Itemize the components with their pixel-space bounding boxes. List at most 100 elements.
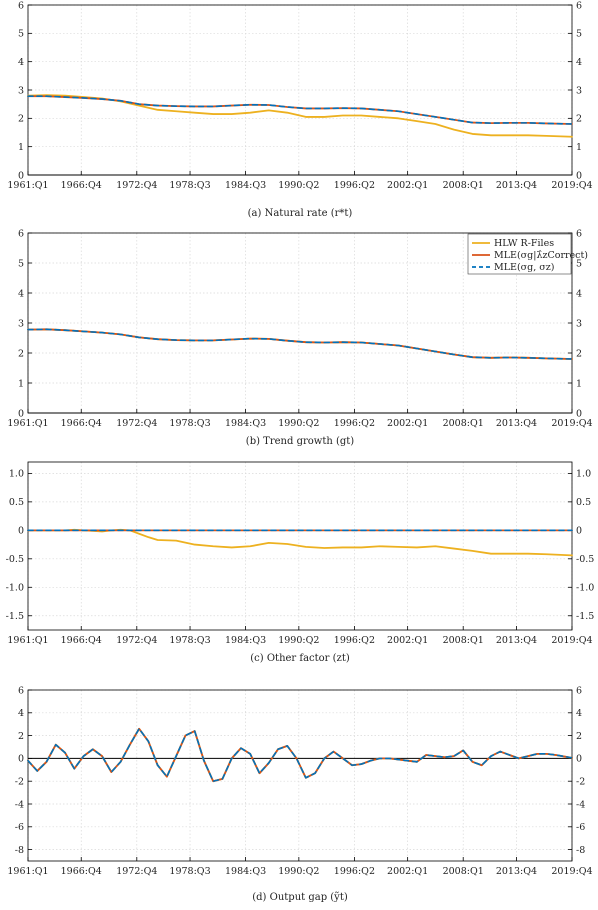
y-tick-label: 1.0 [9, 469, 24, 480]
y-tick-label: 0 [18, 408, 24, 419]
series-line-hlw [27, 727, 573, 783]
x-tick-label: 1978:Q3 [169, 866, 210, 877]
panel-caption: (b) Trend growth (gt) [246, 436, 354, 447]
series-line-mle_sigma [27, 95, 573, 125]
y-tick-label-right: 0 [576, 170, 582, 181]
x-tick-label: 2019:Q4 [551, 635, 592, 646]
y-tick-label-right: -2 [576, 777, 585, 788]
y-tick-label: -6 [15, 822, 24, 833]
x-tick-label: 1984:Q3 [225, 180, 266, 191]
x-tick-label: 2019:Q4 [551, 180, 592, 191]
x-tick-label: 1990:Q2 [278, 635, 319, 646]
axes-frame [27, 461, 573, 631]
y-tick-label-right: -6 [576, 822, 585, 833]
x-tick-label: 1961:Q1 [7, 866, 48, 877]
chart-panel-2: 0 0 1 1 2 2 3 3 4 4 5 5 6 6 1961:Q1 1966:Q4 1972:Q4 1978:… [7, 228, 592, 447]
y-tick-label-right: -8 [576, 845, 585, 856]
y-tick-label-right: 3 [576, 318, 582, 329]
y-tick-label-right: 4 [576, 57, 582, 68]
x-tick-label: 1972:Q4 [116, 866, 157, 877]
x-tick-label: 2008:Q1 [443, 180, 484, 191]
chart-panel-1: 0 0 1 1 2 2 3 3 4 4 5 5 6 6 1961:Q1 1966:Q4 1972:Q4 1978:… [7, 0, 592, 219]
axes-frame [27, 689, 573, 862]
y-tick-label: 4 [18, 288, 24, 299]
chart-panel-3: -1.5 -1.5 -1.0 -1.0 -0.5 -0.5 0 0 0.5 0.5 1.0 1.0 19… [6, 461, 594, 664]
x-tick-label: 2002:Q1 [387, 635, 428, 646]
x-tick-label: 1990:Q2 [278, 180, 319, 191]
y-tick-label: 2 [18, 114, 24, 125]
x-tick-label: 2013:Q4 [496, 418, 537, 429]
y-tick-label-right: 3 [576, 85, 582, 96]
x-tick-label: 2013:Q4 [496, 180, 537, 191]
series-line-mle_sigma [27, 727, 573, 783]
x-tick-label: 1996:Q2 [334, 418, 375, 429]
x-tick-label: 2002:Q1 [387, 866, 428, 877]
y-tick-label-right: -4 [576, 799, 585, 810]
y-tick-label: 1 [18, 142, 24, 153]
y-tick-label: -1.0 [6, 583, 24, 594]
series-line-mle_sigma [27, 328, 573, 360]
x-tick-label: 1966:Q4 [61, 180, 102, 191]
x-tick-label: 1972:Q4 [116, 635, 157, 646]
y-tick-label: 1 [18, 378, 24, 389]
x-tick-label: 2008:Q1 [443, 418, 484, 429]
y-tick-label-right: 5 [576, 258, 582, 269]
y-tick-label-right: 2 [576, 114, 582, 125]
y-tick-label: 4 [18, 708, 24, 719]
y-tick-label-right: 6 [576, 228, 582, 239]
legend-label-hlw: HLW R-Files [494, 238, 554, 249]
y-tick-label: 3 [18, 318, 24, 329]
panel-caption: (a) Natural rate (r*t) [248, 208, 353, 219]
y-tick-label-right: 2 [576, 731, 582, 742]
y-tick-label: -1.5 [6, 611, 24, 622]
legend-label-mle_lambda: MLE(σg|λ̂zCorrect) [494, 250, 588, 261]
x-tick-label: 2013:Q4 [496, 866, 537, 877]
x-tick-label: 2008:Q1 [443, 866, 484, 877]
y-tick-label-right: 0.5 [576, 497, 591, 508]
y-tick-label-right: 6 [576, 685, 582, 696]
y-tick-label-right: 0 [576, 526, 582, 537]
legend-box [467, 233, 572, 275]
x-tick-label: 1996:Q2 [334, 635, 375, 646]
y-tick-label: 6 [18, 228, 24, 239]
x-tick-label: 1966:Q4 [61, 866, 102, 877]
x-tick-label: 1984:Q3 [225, 635, 266, 646]
x-tick-label: 2019:Q4 [551, 418, 592, 429]
chart-panel-4: -8 -8 -6 -6 -4 -4 -2 -2 0 0 2 2 4 4 6 6 1961:Q1 1966:Q4 19… [7, 685, 592, 903]
y-tick-label-right: 5 [576, 29, 582, 40]
series-line-mle_lambda [27, 727, 573, 783]
x-tick-label: 1996:Q2 [334, 866, 375, 877]
y-tick-label: 2 [18, 348, 24, 359]
y-tick-label-right: -1.0 [576, 583, 594, 594]
y-tick-label-right: 0 [576, 408, 582, 419]
x-tick-label: 2008:Q1 [443, 635, 484, 646]
x-tick-label: 1984:Q3 [225, 866, 266, 877]
x-tick-label: 1972:Q4 [116, 180, 157, 191]
x-tick-label: 1978:Q3 [169, 180, 210, 191]
y-tick-label: 0 [18, 526, 24, 537]
y-tick-label: 4 [18, 57, 24, 68]
x-tick-label: 1996:Q2 [334, 180, 375, 191]
x-tick-label: 1966:Q4 [61, 635, 102, 646]
x-tick-label: 2002:Q1 [387, 418, 428, 429]
y-tick-label-right: 4 [576, 288, 582, 299]
y-tick-label: 6 [18, 0, 24, 11]
x-tick-label: 1990:Q2 [278, 866, 319, 877]
y-tick-label-right: 1.0 [576, 469, 591, 480]
y-tick-label: 0.5 [9, 497, 24, 508]
series-line-hlw [27, 94, 573, 138]
y-tick-label: 5 [18, 258, 24, 269]
y-tick-label: 0 [18, 170, 24, 181]
y-tick-label-right: 2 [576, 348, 582, 359]
x-tick-label: 1961:Q1 [7, 635, 48, 646]
y-tick-label: 5 [18, 29, 24, 40]
grid [27, 4, 573, 176]
y-tick-label: 0 [18, 754, 24, 765]
x-tick-label: 1990:Q2 [278, 418, 319, 429]
grid [27, 689, 573, 861]
y-tick-label-right: -1.5 [576, 611, 594, 622]
y-tick-label-right: 4 [576, 708, 582, 719]
y-tick-label: -2 [15, 777, 24, 788]
